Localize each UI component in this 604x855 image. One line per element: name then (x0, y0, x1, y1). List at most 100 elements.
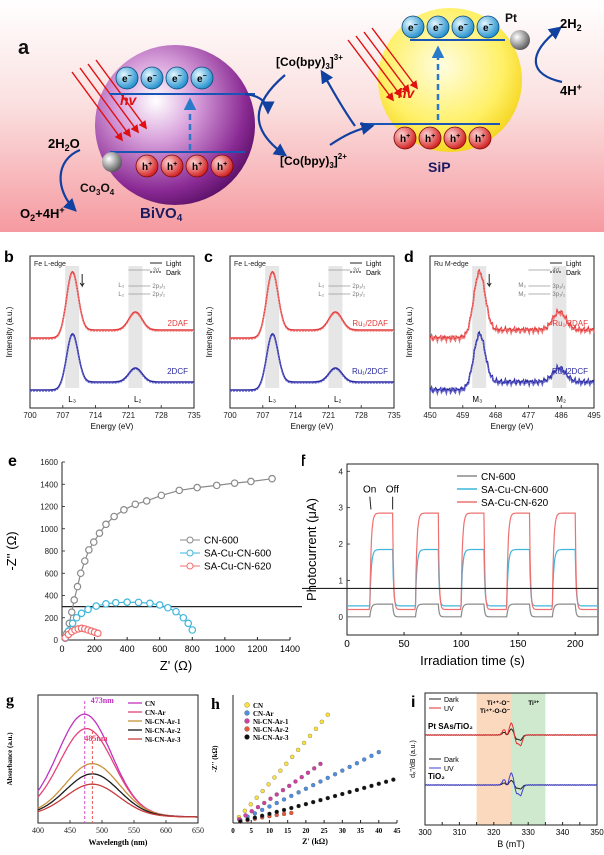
x-tick-label: 100 (453, 639, 470, 650)
legend-label: Dark (444, 757, 459, 764)
hole-label: h+ (217, 161, 227, 173)
data-point (188, 626, 197, 634)
x-tick-label: 728 (155, 411, 169, 420)
electron-label: e− (433, 22, 443, 34)
plot-frame (346, 463, 599, 636)
series-light-bottom (30, 332, 194, 391)
holes-left: h+ h+ h+ h+ (135, 154, 234, 178)
series-label-top: Ru₁/2DAF (352, 319, 388, 328)
data-point (274, 809, 279, 815)
y-tick-label: 0 (54, 636, 59, 645)
y-axis-label: Photocurrent (μA) (304, 498, 319, 601)
data-point (252, 811, 258, 816)
y-tick-label: 4 (339, 467, 344, 476)
data-point (281, 811, 287, 817)
data-point (266, 782, 271, 787)
x-tick-label: 450 (423, 411, 437, 420)
edge-band (65, 266, 80, 388)
y-axis-label: -Z'' (kΩ) (211, 745, 219, 772)
series-label-bottom: Ru₁/2DCF (352, 367, 388, 376)
chart-f-photocurrent: f 0 50 100 150 200 0 1 2 3 4 CN-600 SA-Cu-CN-600 SA-C… (302, 453, 599, 668)
chart-b-fe-l-edge: b Fe L-edge Light Dark 3d L₃ 2p₃/₂ L₂ 2p₁/₂ 2DAF 2… (4, 249, 201, 431)
protons-label: 4H+ (560, 82, 582, 98)
x-axis-label: Energy (eV) (91, 422, 134, 431)
inset-top-level: 3d (152, 268, 159, 274)
edge-band (328, 266, 343, 388)
panel-label: g (6, 692, 14, 709)
plot-frame (37, 694, 199, 824)
inset-level-label: 3p₁/₂ (552, 292, 565, 298)
data-point (354, 761, 360, 766)
region-label: Ti³⁺ (528, 700, 540, 707)
x-tick-label: 150 (510, 639, 527, 650)
x-tick-label: 800 (185, 644, 200, 654)
data-point (376, 781, 381, 786)
electrons-right: e− e− e− e− (401, 15, 500, 39)
data-point (95, 529, 104, 538)
legend-label: Ni-CN-Ar-3 (253, 734, 289, 742)
legend-dark: Dark (566, 270, 581, 277)
electron-label: e− (172, 73, 182, 85)
x-tick-label: 10 (266, 827, 274, 835)
x-tick-label: 721 (322, 411, 336, 420)
series-dark-bottom (30, 334, 194, 392)
x-tick-label: 450 (64, 826, 76, 835)
data-point (340, 768, 345, 773)
y-axis-label: Intensity (a.u.) (205, 306, 214, 357)
legend-marker (244, 734, 250, 740)
data-point (68, 619, 77, 628)
inset-top-level: 3d (352, 268, 359, 274)
panel-label: i (411, 694, 415, 711)
x-tick-label: 700 (23, 411, 37, 420)
legend-label: CN-600 (204, 536, 239, 547)
light-rays-right (347, 27, 419, 102)
data-point (262, 800, 267, 806)
chart-c-fe-l-edge: c Fe L-edge Light Dark 3d L₃ 2p₃/₂ L₂ 2p₁/₂ Ru₁/2… (204, 249, 401, 431)
data-point (73, 582, 82, 591)
electron-label: e− (408, 22, 418, 34)
series-dark-top (30, 272, 194, 340)
series-tio2-uv (424, 772, 598, 797)
data-point (278, 768, 283, 773)
data-point (248, 802, 253, 807)
series-label-bottom: 2DCF (167, 367, 188, 376)
legend-label: Ni-CN-Ar-2 (253, 726, 289, 734)
x-axis-label: Energy (eV) (491, 422, 534, 431)
data-point (301, 740, 307, 746)
legend-marker (244, 710, 250, 716)
data-point (164, 603, 172, 612)
x-tick-label: 0 (344, 639, 350, 650)
legend-label: SA-Cu-CN-620 (481, 498, 549, 509)
x-tick-label: 15 (284, 827, 292, 835)
data-point (92, 602, 101, 610)
data-point (311, 799, 316, 805)
y-axis-label: Intensity (a.u.) (5, 306, 14, 357)
x-tick-label: 0 (231, 827, 235, 835)
x-tick-label: 400 (32, 826, 44, 835)
data-point (307, 733, 313, 739)
edge-label: L₃ (68, 395, 76, 404)
data-point (252, 815, 258, 820)
inset-edge: L₃ (118, 283, 124, 289)
data-point (376, 749, 381, 755)
hole-label: h+ (425, 133, 435, 145)
series-light-bottom (230, 332, 394, 391)
x-tick-label: 486 (555, 411, 569, 420)
data-point (268, 474, 276, 483)
x-tick-label: 714 (89, 411, 103, 420)
y-tick-label: 200 (45, 614, 59, 623)
data-point (172, 607, 180, 616)
y-tick-label: 1 (339, 576, 344, 585)
x-tick-label: 728 (355, 411, 369, 420)
chart-e-nyquist: e 0 200 400 600 800 1000 1200 1400 0 200 400 600 800 1… (4, 453, 302, 673)
plot-frame (229, 255, 395, 409)
annotation-off: Off (386, 484, 399, 495)
data-point (110, 512, 118, 521)
data-point (260, 788, 265, 794)
legend-marker (244, 702, 250, 708)
data-point (354, 787, 360, 793)
x-tick-label: 500 (96, 826, 108, 835)
inset-level-label: 2p₃/₂ (152, 284, 166, 290)
electron-label: e− (147, 73, 157, 85)
chart-title: Ru M-edge (434, 261, 469, 268)
